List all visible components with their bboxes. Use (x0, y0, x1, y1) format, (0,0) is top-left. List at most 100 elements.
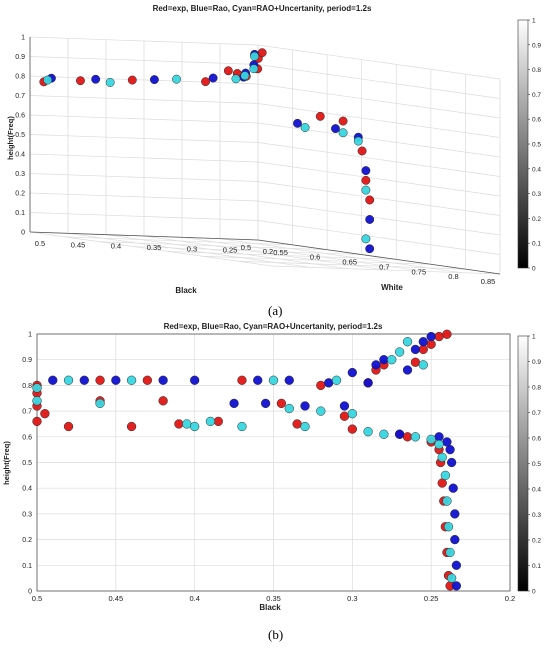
data-point (387, 355, 397, 365)
data-point (172, 74, 181, 84)
data-point (324, 378, 334, 388)
z-tick-label: 0.9 (15, 54, 25, 61)
data-point (268, 375, 279, 385)
data-point (447, 573, 457, 583)
grid-line (257, 44, 501, 80)
data-point (237, 375, 247, 385)
y-tick-label: 0.4 (22, 486, 32, 493)
data-point (451, 560, 462, 570)
data-point (357, 146, 367, 156)
data-point (379, 429, 389, 439)
data-point (105, 78, 115, 87)
series-2 (32, 337, 457, 583)
data-point (410, 357, 421, 367)
data-point (249, 64, 259, 74)
data-point (437, 452, 447, 463)
x-tick-label: 0.45 (71, 240, 86, 249)
grid-line (29, 95, 259, 104)
grid-line (29, 134, 259, 143)
z-tick-label: 0.3 (15, 171, 25, 178)
data-point (347, 409, 357, 419)
data-point (363, 427, 373, 437)
y-tick-label: 0.8 (22, 383, 32, 390)
data-point (331, 375, 342, 385)
data-point (418, 360, 428, 370)
grid-line (29, 173, 259, 182)
data-point (339, 411, 350, 421)
colorbar-tick-label: 0.5 (532, 142, 541, 149)
y-axis-label: height(Freq) (2, 441, 11, 485)
data-point (142, 375, 153, 385)
colorbar-tick-label: 0.4 (532, 166, 541, 173)
data-point (394, 429, 405, 439)
x-tick-label: 0.4 (111, 242, 121, 251)
colorbar-tick-label: 0.2 (532, 216, 541, 223)
chart-title: Red=exp, Blue=Rao, Cyan=RAO+Uncertanity,… (153, 4, 372, 13)
data-point (205, 416, 216, 427)
colorbar-tick-label: 0.8 (532, 67, 541, 74)
grid-line (202, 255, 431, 265)
y-tick-label: 0.3 (22, 511, 32, 518)
data-point (316, 380, 326, 391)
data-point (182, 419, 192, 429)
chart-2d-scatter: 0.5 0.45 0.4 0.35 0.3 0.25 0.2 0 0.1 0.2 0.3 0.4 0.5… (2, 322, 541, 612)
data-point (365, 215, 375, 224)
data-point (316, 406, 326, 416)
y-tick-label: 0.2 (22, 537, 32, 544)
caption-a: (a) (268, 303, 283, 318)
y-tick-label: 0.5 (241, 243, 251, 252)
grid-line (257, 103, 501, 138)
x-tick-label: 0.45 (109, 594, 124, 603)
grid-line (67, 232, 311, 268)
data-point (40, 409, 50, 419)
colorbar-tick-label: 0.8 (532, 385, 541, 392)
grid-line (99, 241, 328, 251)
colorbar-tick-label: 0 (532, 266, 536, 273)
data-point (451, 581, 462, 591)
z-tick-label: 0.1 (15, 210, 25, 217)
data-point (402, 432, 413, 442)
series-2 (43, 51, 371, 244)
data-point (32, 396, 42, 406)
z-tick-label: 0 (21, 230, 25, 237)
colorbar-tick-label: 0.9 (532, 42, 541, 49)
grid-line (257, 200, 501, 236)
data-point (361, 166, 371, 176)
data-point (32, 383, 42, 393)
grid-line (133, 246, 362, 255)
x-axis-label: Black (259, 603, 281, 612)
data-point (190, 375, 200, 385)
x-tick-label: 0.5 (35, 239, 45, 248)
data-point (43, 75, 53, 85)
colorbar-tick-label: 0 (532, 589, 536, 596)
data-point (292, 419, 302, 429)
colorbar-tick-label: 0.6 (532, 117, 541, 124)
data-point (48, 375, 58, 385)
data-point (300, 421, 310, 432)
colorbar-tick-label: 0.6 (532, 436, 541, 443)
data-point (440, 470, 451, 481)
colorbar-tick-label: 0.4 (532, 487, 541, 494)
y-tick-label: 0.65 (342, 258, 357, 267)
x-tick-label: 0.35 (147, 243, 162, 252)
x-tick-label: 0.2 (263, 247, 273, 256)
data-point (63, 421, 74, 432)
grid-line (257, 122, 501, 158)
data-point (149, 75, 159, 85)
data-point (250, 51, 260, 61)
data-point (331, 124, 340, 134)
y-tick-label: 0 (28, 589, 32, 596)
colorbar-tick-label: 0.3 (532, 512, 541, 519)
z-tick-label: 0.8 (15, 74, 25, 81)
y-tick-label: 0.6 (310, 253, 320, 262)
grid-line (29, 212, 259, 221)
z-axis-label: height(Freq) (6, 116, 15, 160)
colorbar-tick-label: 0.1 (532, 241, 541, 248)
y-tick-label: 0.7 (22, 409, 32, 416)
data-point (450, 509, 460, 519)
x-tick-label: 0.3 (187, 244, 197, 253)
chart-title: Red=exp, Blue=Rao, Cyan=RAO+Uncertanity,… (164, 322, 383, 331)
colorbar-tick-label: 0.3 (532, 191, 541, 198)
data-point (363, 378, 373, 388)
colorbar-tick-label: 0.7 (532, 410, 541, 417)
